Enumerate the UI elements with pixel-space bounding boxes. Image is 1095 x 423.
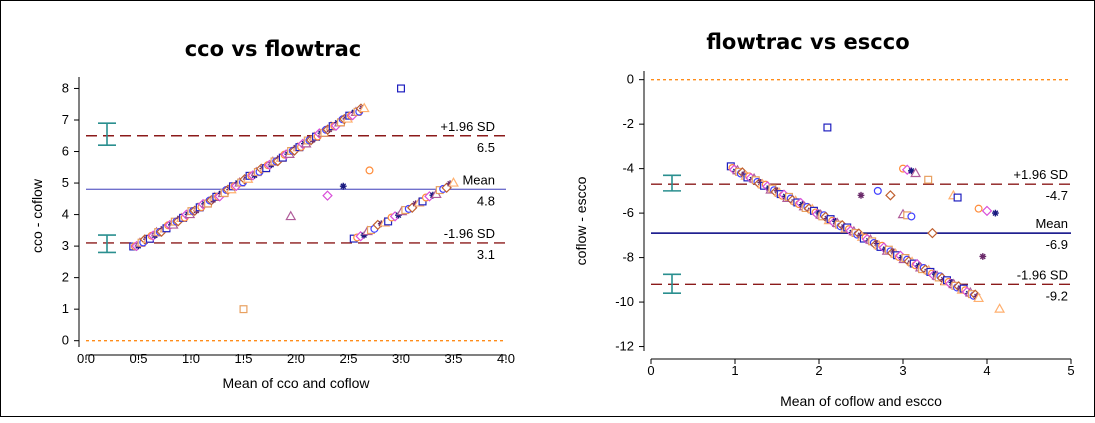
y-tick-label: 0 xyxy=(62,333,69,348)
x-tick-label: 4.0 xyxy=(497,351,515,366)
data-point xyxy=(448,177,459,187)
chart-title: flowtrac vs escco xyxy=(706,30,909,54)
y-tick-label: 8 xyxy=(62,80,69,95)
y-tick-label: -2 xyxy=(622,116,634,131)
chart-panel-cco-vs-flowtrac: cco vs flowtrac Mean of cco and coflow c… xyxy=(1,1,541,418)
data-point xyxy=(981,205,993,217)
bland-altman-chart-right: flowtrac vs escco Mean of coflow and esc… xyxy=(573,30,1075,409)
bland-altman-chart-left: cco vs flowtrac Mean of cco and coflow c… xyxy=(29,37,515,391)
reference-line-name: +1.96 SD xyxy=(440,119,495,134)
y-tick-label: 1 xyxy=(62,301,69,316)
y-axis-title: coflow - escco xyxy=(573,176,589,265)
reference-line-value: -6.9 xyxy=(1046,237,1068,252)
data-point xyxy=(397,84,406,93)
data-point xyxy=(992,209,999,217)
x-axis-title: Mean of cco and coflow xyxy=(222,375,370,391)
x-tick-label: 1 xyxy=(731,363,738,378)
x-tick-label: 0.0 xyxy=(77,351,95,366)
data-point xyxy=(239,305,248,314)
y-tick-label: 0 xyxy=(627,72,634,87)
x-tick-label: 2.0 xyxy=(287,351,305,366)
y-tick-label: -8 xyxy=(622,250,634,265)
reference-line-value: 3.1 xyxy=(477,247,495,262)
x-tick-label: 3.0 xyxy=(392,351,410,366)
reference-line-name: Mean xyxy=(462,172,495,187)
data-point xyxy=(358,102,370,113)
x-tick-label: 1.5 xyxy=(234,351,252,366)
y-tick-label: -6 xyxy=(622,205,634,220)
y-tick-label: -12 xyxy=(615,339,634,354)
data-points xyxy=(129,84,459,314)
x-tick-label: 5 xyxy=(1067,363,1074,378)
data-point xyxy=(857,191,865,199)
data-point xyxy=(285,210,297,221)
y-tick-label: 2 xyxy=(62,270,69,285)
data-point xyxy=(365,166,374,175)
data-points xyxy=(726,123,1006,313)
x-tick-label: 2 xyxy=(815,363,822,378)
y-tick-label: 3 xyxy=(62,238,69,253)
reference-line-name: -1.96 SD xyxy=(444,226,495,241)
data-point xyxy=(873,186,882,195)
data-point xyxy=(924,175,933,184)
reference-line-name: -1.96 SD xyxy=(1017,267,1068,282)
data-point xyxy=(994,303,1006,313)
reference-line-name: +1.96 SD xyxy=(1013,167,1068,182)
x-tick-label: 2.5 xyxy=(339,351,357,366)
y-tick-label: -4 xyxy=(622,161,634,176)
chart-panel-flowtrac-vs-escco: flowtrac vs escco Mean of coflow and esc… xyxy=(546,1,1095,418)
data-point xyxy=(979,253,987,260)
x-tick-label: 3.5 xyxy=(444,351,462,366)
x-tick-label: 0.5 xyxy=(129,351,147,366)
y-tick-label: 4 xyxy=(62,207,69,222)
data-point xyxy=(927,227,938,239)
x-tick-label: 1.0 xyxy=(182,351,200,366)
data-point xyxy=(910,167,922,178)
y-tick-label: 5 xyxy=(62,175,69,190)
y-tick-label: 7 xyxy=(62,112,69,127)
x-tick-label: 0 xyxy=(647,363,654,378)
reference-line-value: 6.5 xyxy=(477,140,495,155)
x-tick-label: 4 xyxy=(983,363,990,378)
data-point xyxy=(823,123,832,132)
data-point xyxy=(907,212,916,221)
data-point xyxy=(339,182,347,190)
reference-line-name: Mean xyxy=(1035,216,1068,231)
data-point xyxy=(974,204,983,213)
data-point xyxy=(973,292,985,303)
reference-line-value: 4.8 xyxy=(477,193,495,208)
data-point xyxy=(885,190,896,201)
y-tick-label: 6 xyxy=(62,144,69,159)
data-point xyxy=(322,190,333,201)
chart-title: cco vs flowtrac xyxy=(185,37,362,61)
reference-line-value: -9.2 xyxy=(1046,288,1068,303)
y-axis-title: cco - coflow xyxy=(29,178,45,253)
data-point xyxy=(908,167,915,175)
x-tick-label: 3 xyxy=(899,363,906,378)
reference-line-value: -4.7 xyxy=(1046,188,1068,203)
data-point xyxy=(953,193,962,202)
y-tick-label: -10 xyxy=(615,294,634,309)
x-axis-title: Mean of coflow and escco xyxy=(780,393,942,409)
